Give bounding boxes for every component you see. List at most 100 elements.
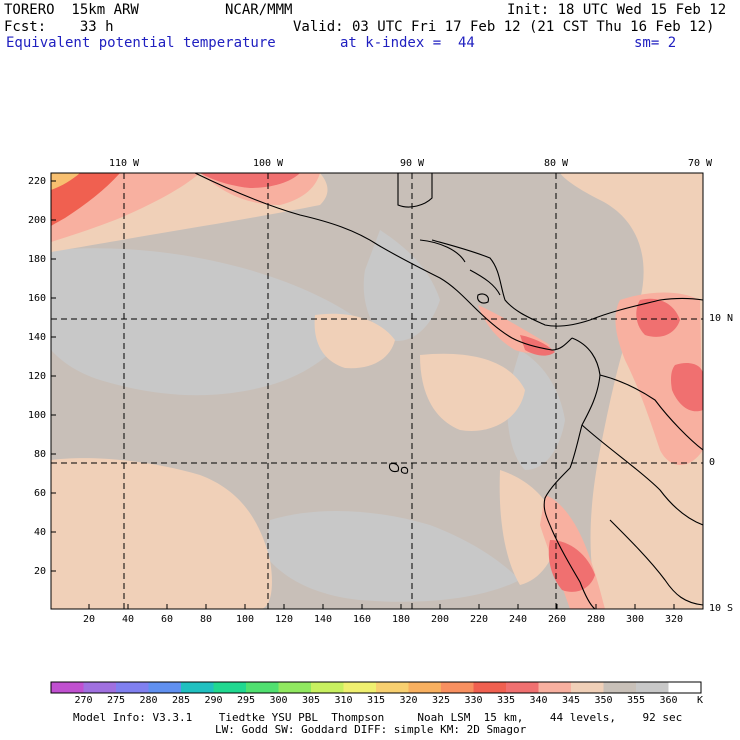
- colorbar-swatch: [278, 682, 312, 693]
- left-tick-40: 40: [33, 527, 46, 538]
- left-tick-180: 180: [27, 254, 46, 265]
- lat-label-10s: 10 S: [709, 603, 734, 614]
- orange-corner: [51, 173, 80, 190]
- bottom-tick-60: 60: [160, 614, 174, 625]
- coast-yucatan: [397, 173, 433, 208]
- field-shading: [51, 173, 703, 609]
- bottom-tick-280: 280: [586, 614, 606, 625]
- colorbar-label: 270: [74, 695, 93, 706]
- colorbar-swatch: [213, 682, 247, 693]
- coast-caribbean: [431, 239, 591, 327]
- valid-time: Valid: 03 UTC Fri 17 Feb 12 (21 CST Thu …: [293, 19, 715, 35]
- warm-region-mid: [314, 313, 395, 369]
- cool-region-central: [363, 230, 440, 341]
- colorbar-label: 355: [626, 695, 646, 706]
- bottom-tick-20: 20: [82, 614, 96, 625]
- bottom-tick-180: 180: [391, 614, 411, 625]
- left-tick-20: 20: [33, 566, 46, 577]
- bottom-tick-80: 80: [199, 614, 213, 625]
- colorbar-swatch: [311, 682, 344, 693]
- hot-region-north: [200, 173, 300, 188]
- lon-label-110w: 110 W: [108, 158, 140, 169]
- colorbar-label: 310: [334, 695, 353, 706]
- level-label: at k-index = 44: [340, 35, 475, 51]
- colorbar-swatch: [473, 682, 507, 693]
- bottom-tick-220: 220: [469, 614, 489, 625]
- graticule: [51, 173, 703, 609]
- colorbar-swatch: [148, 682, 182, 693]
- cool-region-east: [507, 350, 565, 470]
- colorbar-label: 285: [171, 695, 191, 706]
- org-label: NCAR/MMM: [225, 2, 293, 18]
- colorbar-label: 295: [236, 695, 256, 706]
- warm-region-south: [51, 458, 272, 609]
- left-tick-200: 200: [27, 215, 46, 226]
- bottom-tick-260: 260: [547, 614, 567, 625]
- bottom-tick-100: 100: [235, 614, 255, 625]
- colorbar-label: 330: [464, 695, 483, 706]
- colorbar-swatch: [538, 682, 572, 693]
- bottom-tick-200: 200: [430, 614, 450, 625]
- lon-label-70w: 70 W: [687, 158, 713, 169]
- bottom-tick-120: 120: [274, 614, 294, 625]
- lake-nicaragua: [477, 293, 489, 304]
- coastlines: [194, 173, 703, 609]
- coast-central-america: [471, 304, 573, 351]
- colorbar-swatch: [181, 682, 214, 693]
- colorbar-swatch: [83, 682, 117, 693]
- colorbar-swatch: [668, 682, 702, 693]
- lon-label-80w: 80 W: [543, 158, 569, 169]
- border-peru-brazil: [581, 424, 703, 526]
- colorbar-frame: [50, 681, 702, 694]
- physics-info: LW: Godd SW: Goddard DIFF: simple KM: 2D…: [215, 723, 527, 736]
- left-tick-100: 100: [27, 410, 46, 421]
- colorbar-swatch: [343, 682, 377, 693]
- bottom-tick-160: 160: [352, 614, 372, 625]
- hot-region-peru: [548, 540, 595, 592]
- model-info: Model Info: V3.3.1 Tiedtke YSU PBL Thomp…: [73, 711, 683, 724]
- cool-region-south: [265, 510, 520, 602]
- left-tick-60: 60: [33, 488, 46, 499]
- colorbar-swatch: [603, 682, 637, 693]
- left-tick-160: 160: [27, 293, 46, 304]
- frame-ticks: [51, 180, 675, 609]
- cool-region-west: [51, 248, 360, 396]
- colorbar-label: 345: [561, 695, 581, 706]
- coast-colombia: [569, 337, 601, 469]
- lon-label-90w: 90 W: [399, 158, 425, 169]
- colorbar-unit: K: [697, 695, 704, 706]
- colorbar-label: 335: [496, 695, 516, 706]
- coast-ecuador: [543, 467, 571, 531]
- hot-region-nw: [51, 173, 120, 226]
- lat-label-0: 0: [709, 457, 716, 468]
- colorbar-swatch: [571, 682, 604, 693]
- colorbar-swatch: [636, 682, 669, 693]
- bottom-tick-320: 320: [664, 614, 684, 625]
- model-title: TORERO 15km ARW: [4, 2, 139, 18]
- lon-label-100w: 100 W: [252, 158, 284, 169]
- hot-region-east: [671, 363, 703, 412]
- bottom-tick-240: 240: [508, 614, 528, 625]
- warm-region-central: [420, 353, 525, 431]
- pink-region-ne: [615, 292, 703, 465]
- colorbar-label: 360: [659, 695, 678, 706]
- hot-region-ne: [636, 298, 680, 337]
- colorbar-swatch: [376, 682, 409, 693]
- border-nicaragua: [469, 269, 501, 296]
- left-tick-220: 220: [27, 176, 46, 187]
- colorbar-label: 300: [269, 695, 288, 706]
- left-tick-120: 120: [27, 371, 46, 382]
- colorbar-label: 320: [399, 695, 418, 706]
- colorbar-swatch: [408, 682, 442, 693]
- colorbar-label: 315: [366, 695, 386, 706]
- left-tick-80: 80: [33, 449, 46, 460]
- coast-peru: [551, 529, 596, 609]
- border-guatemala: [419, 239, 466, 263]
- colorbar-label: 290: [204, 695, 223, 706]
- field-name: Equivalent potential temperature: [6, 35, 276, 51]
- colorbar-swatch: [116, 682, 149, 693]
- colorbar-label: 280: [139, 695, 158, 706]
- border-bolivia: [609, 519, 703, 606]
- warm-region-sw: [499, 470, 560, 585]
